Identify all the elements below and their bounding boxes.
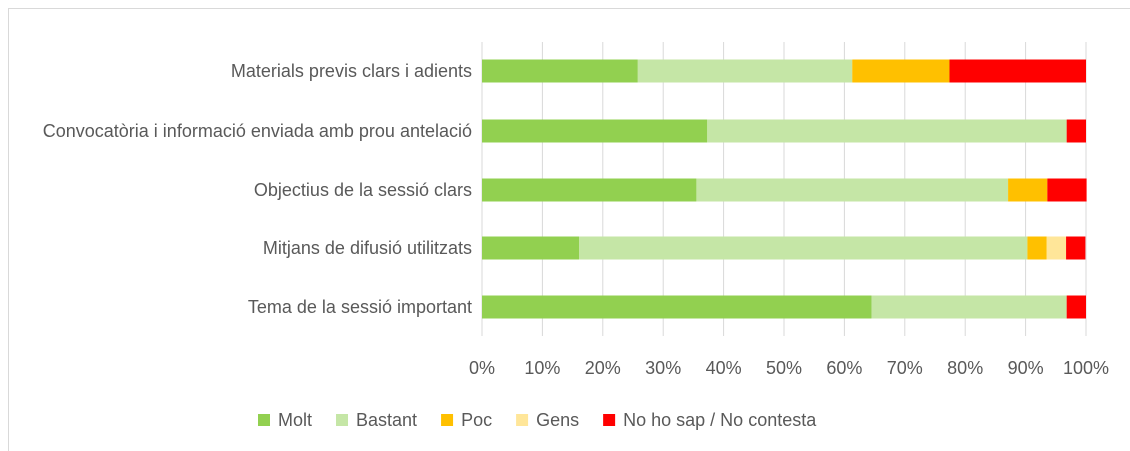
- bar-segment: [1027, 236, 1047, 260]
- legend-label: Molt: [278, 410, 312, 430]
- x-tick-label: 30%: [645, 358, 681, 378]
- x-tick-label: 60%: [826, 358, 862, 378]
- x-tick-label: 80%: [947, 358, 983, 378]
- bar-segment: [871, 295, 1067, 319]
- legend-label: No ho sap / No contesta: [623, 410, 817, 430]
- bar-segment: [1047, 178, 1087, 202]
- y-tick-label: Mitjans de difusió utilitzats: [262, 238, 472, 258]
- bar-segment: [482, 295, 872, 319]
- bar-segment: [482, 59, 638, 83]
- legend-label: Poc: [461, 410, 492, 430]
- legend-label: Bastant: [356, 410, 417, 430]
- bar-segment: [852, 59, 950, 83]
- x-tick-label: 100%: [1063, 358, 1109, 378]
- bar-segment: [482, 178, 697, 202]
- legend-label: Gens: [536, 410, 579, 430]
- x-tick-label: 40%: [706, 358, 742, 378]
- bar-segment: [1066, 236, 1086, 260]
- legend-swatch: [258, 414, 270, 426]
- y-tick-label: Objectius de la sessió clars: [253, 180, 472, 200]
- bar-segment: [637, 59, 853, 83]
- bar-segment: [1066, 119, 1086, 143]
- bar-segment: [482, 119, 708, 143]
- x-tick-label: 0%: [469, 358, 495, 378]
- x-tick-label: 50%: [766, 358, 802, 378]
- x-tick-label: 20%: [585, 358, 621, 378]
- bar-segment: [1046, 236, 1067, 260]
- bar-segment: [949, 59, 1086, 83]
- bar-segment: [1008, 178, 1048, 202]
- legend-swatch: [441, 414, 454, 426]
- legend-swatch: [603, 414, 616, 426]
- bar-segment: [579, 236, 1028, 260]
- legend-swatch: [516, 414, 529, 426]
- y-tick-label: Materials previs clars i adients: [230, 61, 472, 81]
- bar-segment: [1066, 295, 1086, 319]
- y-tick-label: Tema de la sessió important: [247, 297, 472, 317]
- x-tick-label: 10%: [524, 358, 560, 378]
- legend-swatch: [336, 414, 349, 426]
- chart-border: [8, 8, 1130, 451]
- y-tick-label: Convocatòria i informació enviada amb pr…: [42, 121, 472, 141]
- bar-segment: [482, 236, 580, 260]
- x-tick-label: 90%: [1008, 358, 1044, 378]
- x-tick-label: 70%: [887, 358, 923, 378]
- bar-segment: [707, 119, 1067, 143]
- bar-segment: [696, 178, 1009, 202]
